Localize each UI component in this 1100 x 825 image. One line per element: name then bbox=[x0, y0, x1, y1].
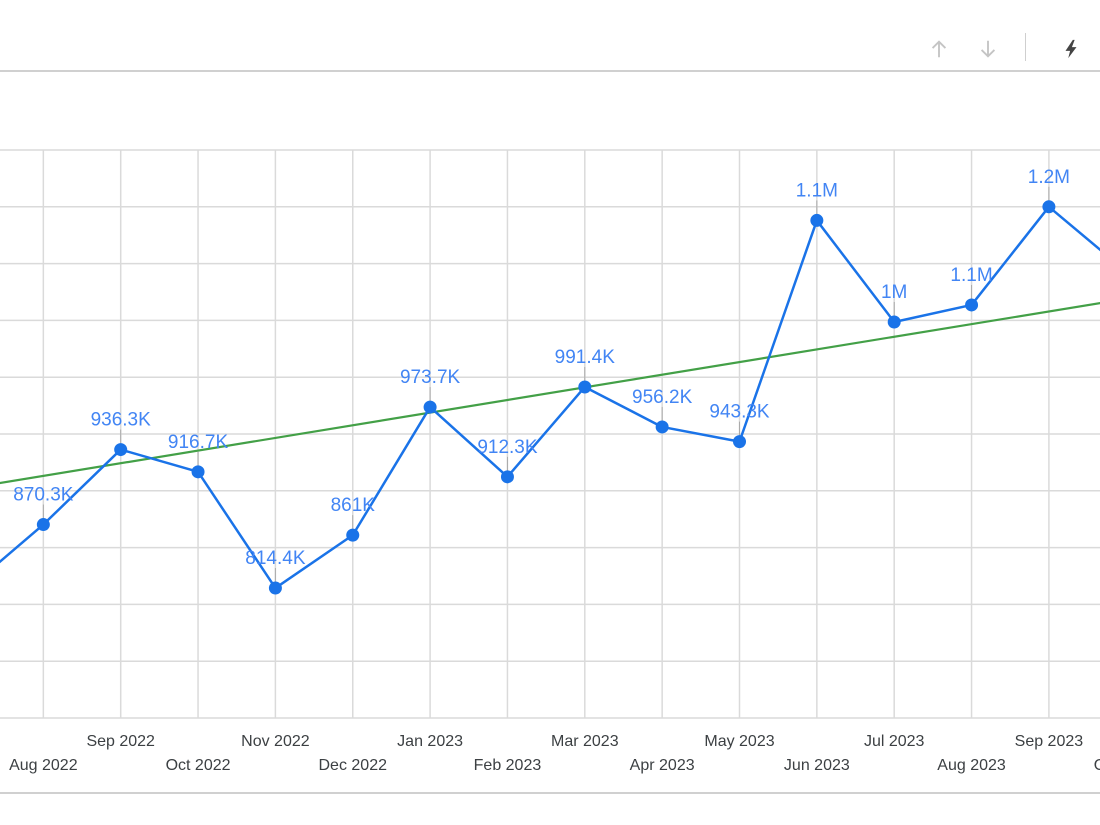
data-point bbox=[578, 380, 592, 394]
x-tick-label: Feb 2023 bbox=[474, 757, 542, 774]
chart-header-toolbar bbox=[0, 0, 1100, 72]
data-label: 861K bbox=[331, 495, 376, 516]
series-line bbox=[0, 205, 1100, 590]
data-point bbox=[810, 213, 824, 227]
lightning-bolt-icon bbox=[1065, 39, 1077, 59]
sort-ascending-icon bbox=[931, 40, 947, 58]
data-point bbox=[655, 420, 669, 434]
x-tick-label: Jul 2023 bbox=[864, 733, 925, 750]
data-label: 1.2M bbox=[1028, 167, 1070, 188]
data-point bbox=[1042, 200, 1056, 214]
data-point bbox=[733, 435, 746, 449]
data-point bbox=[423, 400, 437, 414]
x-tick-label: Aug 2022 bbox=[9, 757, 78, 774]
sort-descending-icon bbox=[980, 40, 996, 58]
data-label: 1.1M bbox=[796, 180, 838, 201]
x-tick-label: Sep 2023 bbox=[1015, 733, 1084, 750]
data-label: 991.4K bbox=[555, 347, 616, 368]
data-label: 912.3K bbox=[477, 437, 538, 458]
sort-ascending-button[interactable] bbox=[926, 34, 952, 64]
x-tick-label: Nov 2022 bbox=[241, 733, 310, 750]
data-label: 956.2K bbox=[632, 387, 693, 408]
data-point bbox=[500, 470, 514, 484]
x-tick-label: Apr 2023 bbox=[630, 757, 695, 774]
data-label: 814.4K bbox=[245, 548, 306, 569]
x-tick-label: Sep 2022 bbox=[86, 733, 155, 750]
data-point bbox=[346, 528, 360, 542]
data-point bbox=[268, 581, 282, 595]
data-label: 1M bbox=[881, 282, 907, 303]
chart-bottom-border bbox=[0, 792, 1100, 794]
x-tick-label: Mar 2023 bbox=[551, 733, 619, 750]
sort-descending-button[interactable] bbox=[975, 34, 1001, 64]
data-point bbox=[965, 298, 979, 312]
data-label: 936.3K bbox=[91, 410, 152, 431]
toolbar-divider bbox=[1025, 33, 1026, 61]
data-point bbox=[36, 518, 50, 532]
x-tick-label: Aug 2023 bbox=[937, 757, 1006, 774]
x-tick-label: Oct 2023 bbox=[1094, 757, 1100, 774]
x-tick-label: May 2023 bbox=[704, 733, 774, 750]
data-label: 943.3K bbox=[709, 402, 770, 423]
data-point bbox=[114, 443, 128, 457]
data-label: 870.3K bbox=[13, 485, 74, 506]
data-point bbox=[887, 315, 901, 329]
data-label: 973.7K bbox=[400, 367, 461, 388]
data-label: 1.1M bbox=[950, 265, 992, 286]
x-tick-label: Dec 2022 bbox=[319, 757, 388, 774]
data-label: 916.7K bbox=[168, 432, 229, 453]
x-tick-label: Jan 2023 bbox=[397, 733, 463, 750]
x-tick-label: Jun 2023 bbox=[784, 757, 850, 774]
x-tick-label: Oct 2022 bbox=[166, 757, 231, 774]
optimize-button[interactable] bbox=[1058, 34, 1084, 64]
data-point bbox=[191, 465, 205, 479]
trendline bbox=[0, 301, 1100, 485]
